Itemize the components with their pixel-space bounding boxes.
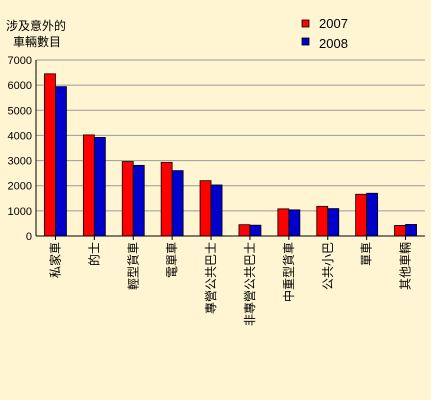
category-label: 私家車 <box>47 242 62 278</box>
legend-label-2008: 2008 <box>319 36 348 51</box>
category-labels: 私家車 的士 輕型貨車 電單車 專營公共巴士 非專營公共巴士 中重型貨車 公共小巴 單車 其他車輛 <box>47 242 412 326</box>
bar-2007-5 <box>238 224 251 237</box>
bar-2007-0 <box>44 73 56 237</box>
legend-label-2007: 2007 <box>319 16 348 31</box>
y-axis-title-line-1: 涉及意外的 <box>6 18 66 33</box>
y-tick-label: 0 <box>26 231 32 243</box>
bar-2008-5 <box>249 224 262 237</box>
y-axis-title-line-2: 車輛數目 <box>13 35 61 49</box>
y-tick-label: 3000 <box>8 156 32 168</box>
category-label: 輕型貨車 <box>125 242 140 290</box>
y-axis-title: 涉及意外的 車輛數目 <box>6 18 66 49</box>
category-label: 中重型貨車 <box>281 242 296 302</box>
bar-2008-7 <box>327 208 340 237</box>
y-tick-label: 2000 <box>8 181 32 193</box>
bar-2008-3 <box>171 170 184 237</box>
bar-2008-9 <box>405 224 417 237</box>
category-label: 公共小巴 <box>321 242 335 290</box>
y-tick-labels: 0 1000 2000 3000 4000 5000 6000 7000 <box>8 55 32 243</box>
y-tick-label: 7000 <box>8 55 32 67</box>
y-tick-label: 6000 <box>8 80 32 92</box>
legend: 2007 2008 <box>301 16 348 51</box>
category-label: 其他車輛 <box>399 242 413 290</box>
bar-2007-6 <box>277 208 290 237</box>
bar-2008-8 <box>366 192 379 237</box>
category-label: 電單車 <box>165 242 179 278</box>
category-label: 的士 <box>86 242 101 266</box>
legend-swatch-2007 <box>301 19 310 28</box>
bar-2007-8 <box>355 193 368 237</box>
bars <box>44 73 417 237</box>
category-label: 單車 <box>360 242 374 266</box>
bar-2008-0 <box>55 86 67 237</box>
bar-2007-3 <box>160 161 173 237</box>
category-label: 非專營公共巴士 <box>243 242 257 326</box>
bar-2008-6 <box>288 209 301 237</box>
bar-2007-7 <box>316 205 329 237</box>
bar-2007-2 <box>121 161 134 237</box>
y-tick-label: 4000 <box>8 130 32 142</box>
y-tick-label: 1000 <box>8 206 32 218</box>
bar-2008-2 <box>132 164 145 237</box>
bar-2008-4 <box>210 184 223 237</box>
bar-2007-9 <box>394 225 406 237</box>
bar-2008-1 <box>93 137 106 237</box>
axes <box>35 60 425 240</box>
bar-2007-1 <box>82 134 95 237</box>
category-label: 專營公共巴士 <box>204 242 218 314</box>
legend-swatch-2008 <box>301 37 310 46</box>
bar-2007-4 <box>199 180 212 237</box>
y-tick-label: 5000 <box>8 105 32 117</box>
